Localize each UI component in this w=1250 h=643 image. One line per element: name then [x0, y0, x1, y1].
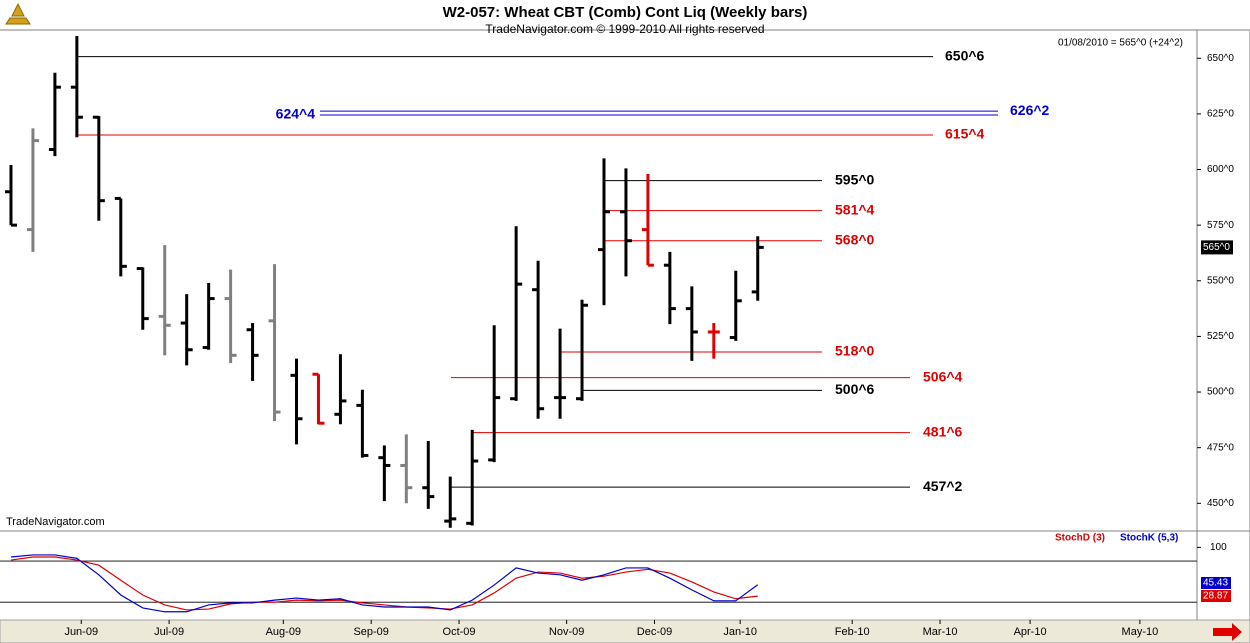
x-tick-label: Apr-10	[1014, 626, 1047, 638]
last-value-label: 45.43	[1203, 578, 1228, 589]
y-tick-label: 550^0	[1207, 275, 1234, 286]
time-axis-strip	[0, 619, 1250, 643]
y-tick-label: 600^0	[1207, 164, 1234, 175]
legend-entry: StochD (3)	[1055, 533, 1105, 544]
info-readout: 01/08/2010 = 565^0 (+24^2)	[1058, 38, 1183, 49]
last-value-label: 28.87	[1203, 591, 1228, 602]
y-tick-label: 575^0	[1207, 220, 1234, 231]
x-tick-label: Sep-09	[353, 626, 388, 638]
x-tick-label: Dec-09	[637, 626, 672, 638]
scroll-arrow[interactable]	[1213, 623, 1242, 641]
logo	[5, 2, 31, 25]
x-tick-label: Jul-09	[154, 626, 184, 638]
level-label: 595^0	[835, 171, 875, 187]
chart-title: W2-057: Wheat CBT (Comb) Cont Liq (Weekl…	[443, 4, 808, 21]
last-value-box	[1201, 577, 1231, 589]
level-label: 506^4	[923, 368, 963, 384]
level-label: 581^4	[835, 201, 875, 217]
last-price-box	[1201, 240, 1233, 255]
level-label: 481^6	[923, 423, 963, 439]
last-value-box	[1201, 590, 1231, 602]
level-label: 500^6	[835, 381, 875, 397]
x-tick-label: Feb-10	[835, 626, 870, 638]
y-tick-label: 525^0	[1207, 331, 1234, 342]
x-tick-label: Oct-09	[443, 626, 476, 638]
x-tick-label: Jun-09	[64, 626, 98, 638]
y-tick-label: 100	[1210, 542, 1227, 553]
level-label: 518^0	[835, 343, 875, 359]
x-tick-label: Nov-09	[549, 626, 584, 638]
chart-subtitle: TradeNavigator.com © 1999-2010 All right…	[485, 22, 764, 36]
x-tick-label: Aug-09	[266, 626, 301, 638]
y-tick-label: 475^0	[1207, 442, 1234, 453]
x-tick-label: Mar-10	[923, 626, 958, 638]
x-tick-label: May-10	[1122, 626, 1159, 638]
level-label: 624^4	[276, 106, 316, 122]
stoch-line	[10, 554, 759, 613]
watermark: TradeNavigator.com	[6, 516, 105, 528]
stoch-line	[10, 556, 758, 611]
y-tick-label: 450^0	[1207, 498, 1234, 509]
level-label: 626^2	[1010, 102, 1050, 118]
price-axis-panel	[1196, 29, 1250, 621]
level-label: 615^4	[945, 126, 985, 142]
level-label: 457^2	[923, 478, 963, 494]
last-price-label: 565^0	[1203, 242, 1230, 253]
y-tick-label: 500^0	[1207, 387, 1234, 398]
level-label: 568^0	[835, 231, 875, 247]
x-tick-label: Jan-10	[723, 626, 757, 638]
level-label: 650^6	[945, 47, 985, 63]
y-tick-label: 625^0	[1207, 109, 1234, 120]
legend-entry: StochK (5,3)	[1120, 533, 1178, 544]
y-tick-label: 650^0	[1207, 53, 1234, 64]
